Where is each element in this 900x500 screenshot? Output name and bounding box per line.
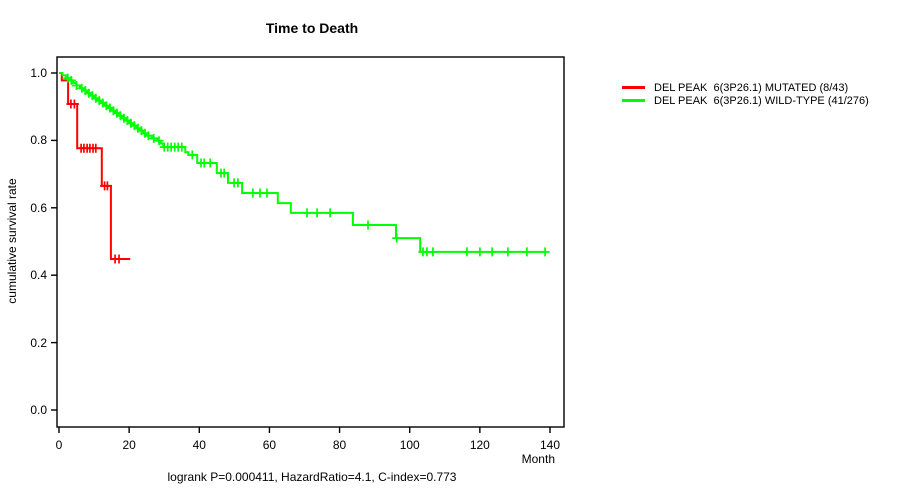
y-tick-label: 1.0 [30, 66, 47, 80]
legend: DEL PEAK 6(3P26.1) MUTATED (8/43) DEL PE… [622, 81, 869, 107]
legend-item-mutated: DEL PEAK 6(3P26.1) MUTATED (8/43) [622, 81, 869, 94]
legend-item-wildtype: DEL PEAK 6(3P26.1) WILD-TYPE (41/276) [622, 94, 869, 107]
x-axis-unit-label: Month [521, 452, 555, 466]
chart-title: Time to Death [265, 20, 359, 36]
x-tick-label: 120 [469, 438, 490, 452]
legend-label-mutated: DEL PEAK 6(3P26.1) MUTATED (8/43) [654, 81, 849, 94]
x-tick-label: 80 [332, 438, 347, 452]
stats-annotation: logrank P=0.000411, HazardRatio=4.1, C-i… [167, 470, 457, 484]
x-tick-label: 100 [399, 438, 420, 452]
x-tick-label: 40 [192, 438, 206, 452]
x-tick-label: 60 [262, 438, 277, 452]
y-tick-label: 0.2 [30, 335, 47, 350]
y-tick-label: 0.0 [30, 403, 47, 417]
y-tick-label: 0.4 [30, 268, 47, 283]
legend-label-wildtype: DEL PEAK 6(3P26.1) WILD-TYPE (41/276) [654, 94, 869, 107]
y-tick-label: 0.6 [30, 200, 47, 215]
x-tick-label: 0 [55, 438, 63, 452]
y-tick-label: 0.8 [30, 133, 47, 148]
x-tick-label: 140 [539, 438, 561, 452]
legend-line-sample-wildtype-icon [622, 99, 645, 102]
legend-line-sample-mutated-icon [622, 86, 645, 89]
x-tick-label: 20 [122, 438, 136, 452]
